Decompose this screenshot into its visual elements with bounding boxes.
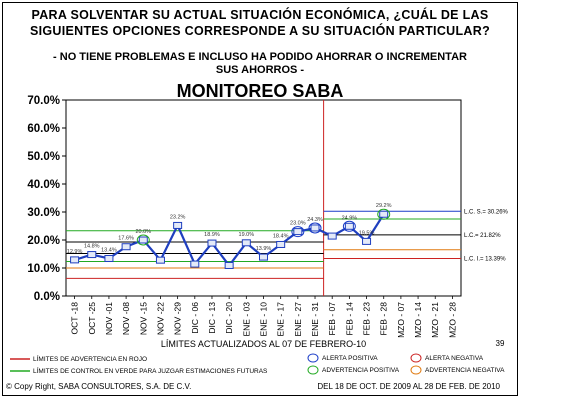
legend-positive-alert-icon [307,353,319,363]
data-marker [344,222,354,230]
x-tick-label: FEB - 07 [327,302,337,336]
subtitle-line-1: - NO TIENE PROBLEMAS E INCLUSO HA PODIDO… [53,51,467,63]
data-label: 17.6% [118,236,134,242]
legend-positive-warning-icon [307,365,319,375]
data-marker [121,243,131,251]
legend-positive-alert-label: ALERTA POSITIVA [322,355,378,362]
legend-negative-warning-icon [410,365,422,375]
alert-circle [136,234,150,246]
legend-negative-warning-label: ADVERTENCIA NEGATIVA [425,367,505,374]
data-label: 13.9% [256,246,272,252]
data-marker [104,254,114,262]
data-label: 23.2% [170,214,186,220]
x-tick-label: NOV -08 [121,302,131,335]
x-tick-label: FEB - 28 [379,302,389,336]
x-tick-label: ENE - 10 [259,302,269,337]
x-tick-label: MZO - 07 [396,302,406,338]
data-label: 18.4% [273,233,289,239]
x-tick-label: NOV -29 [173,302,183,335]
data-marker [70,256,80,264]
y-tick-label: 40.0% [27,179,60,191]
legend-warning-limits: LÍMITES DE ADVERTENCIA EN ROJO [33,354,147,363]
data-label: 20.0% [135,229,151,235]
data-label: 13.4% [101,247,117,253]
x-tick-label: ENE - 31 [310,302,320,337]
chart-title: MONITOREO SABA [176,81,344,101]
alert-circle [342,220,356,232]
data-marker [190,260,200,268]
y-tick-label: 70.0% [27,95,60,107]
data-marker [173,221,183,229]
y-tick-label: 30.0% [27,207,60,219]
plot-area [65,99,462,297]
data-label: 24.9% [342,215,358,221]
question-text: PARA SOLVENTAR SU ACTUAL SITUACIÓN ECONÓ… [0,7,520,39]
control-limit-label: L.C. S.= 30.26% [464,209,509,215]
x-tick-label: DIC - 20 [224,302,234,334]
data-marker [224,261,234,269]
x-tick-label: MZO - 28 [447,302,457,338]
data-marker [293,228,303,236]
alert-circle [308,222,322,234]
y-tick-label: 0.0% [34,291,60,303]
data-marker [379,210,389,218]
data-label: 19.0% [239,232,255,238]
x-tick-label: DIC - 06 [190,302,200,334]
x-tick-label: OCT -25 [87,302,97,335]
data-marker [155,256,165,264]
y-tick-label: 60.0% [27,123,60,135]
data-marker [138,236,148,244]
data-label: 24.3% [307,217,323,223]
control-limit-label: L.C.= 21.82% [464,233,501,239]
x-tick-label: ENE - 17 [276,302,286,337]
chart-frame [2,2,518,396]
x-tick-label: NOV -22 [155,302,165,335]
subtitle-line-2: SUS AHORROS - [215,64,305,76]
legend-positive-warning-label: ADVERTENCIA POSITIVA [322,367,400,374]
data-marker [87,251,97,259]
copyright: © Copy Right, SABA CONSULTORES, S.A. DE … [6,382,191,391]
data-label: 18.9% [204,232,220,238]
x-tick-label: OCT -18 [70,302,80,335]
x-tick-label: DIC - 13 [207,302,217,334]
legend-control-limits: LÍMITES DE CONTROL EN VERDE PARA JUZGAR … [33,366,268,375]
data-marker [259,253,268,261]
data-marker [276,240,286,248]
data-label: 19.5% [359,230,375,236]
data-marker [310,224,320,232]
subtitle-text: - NO TIENE PROBLEMAS E INCLUSO HA PODIDO… [0,51,520,77]
period: DEL 18 DE OCT. DE 2009 AL 28 DE FEB. DE … [317,382,500,391]
y-tick-label: 50.0% [27,151,60,163]
control-limit-label: L.C. I.= 13.39% [464,257,506,263]
y-tick-label: 10.0% [27,263,60,275]
x-tick-label: FEB - 14 [344,302,354,336]
alert-circle [291,226,305,238]
y-tick-label: 20.0% [27,235,60,247]
alert-circle [377,208,391,220]
data-label: 23.0% [290,221,306,227]
x-axis-title: LÍMITES ACTUALIZADOS AL 07 DE FEBRERO-10 [161,339,366,349]
question-line: PARA SOLVENTAR SU ACTUAL SITUACIÓN ECONÓ… [29,8,491,38]
legend-negative-alert-icon [410,353,422,363]
data-marker [362,237,372,245]
data-marker [207,239,217,247]
x-tick-label: MZO - 21 [430,302,440,338]
data-marker [241,239,251,247]
data-label: 12.9% [67,249,83,255]
data-label: 29.2% [376,203,392,209]
data-label: 14.8% [84,244,100,250]
x-tick-label: NOV -15 [138,302,148,335]
x-tick-label: ENE - 03 [241,302,251,337]
x-tick-label: FEB - 23 [362,302,372,336]
x-tick-label: NOV -01 [104,302,114,335]
legend-negative-alert-label: ALERTA NEGATIVA [425,355,484,362]
x-tick-label: ENE - 27 [293,302,303,337]
data-marker [327,232,337,240]
page-number: 39 [496,339,505,348]
x-tick-label: MZO - 14 [413,302,423,338]
